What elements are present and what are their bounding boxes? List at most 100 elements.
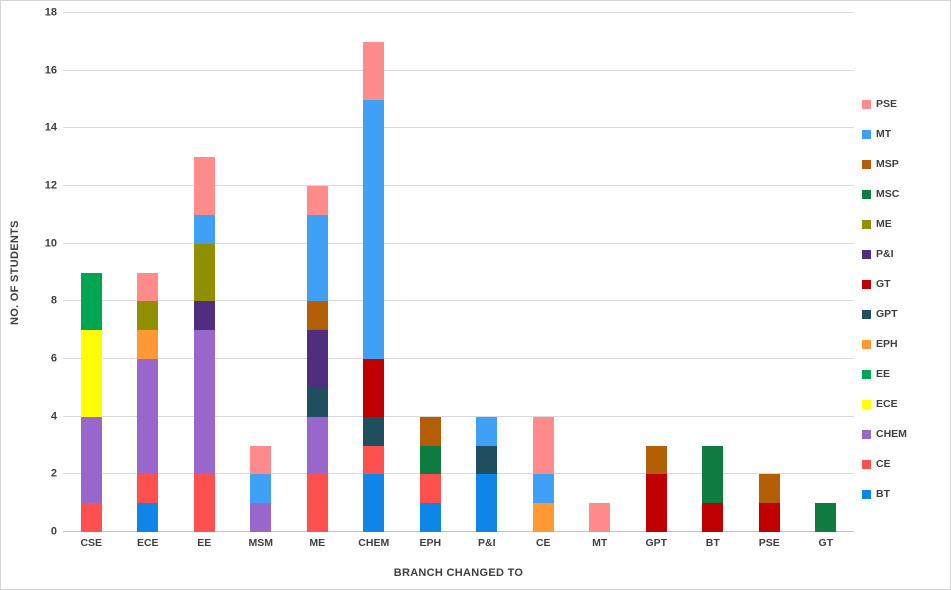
bar-segment-P&I-MT	[476, 416, 498, 446]
bar-segment-CE-PSE	[532, 416, 554, 475]
x-tick-label: CSE	[80, 537, 103, 549]
bar-segment-EE-ME	[193, 243, 215, 302]
x-tick-label: GT	[818, 537, 834, 549]
legend-item-ECE: ECE	[862, 395, 907, 413]
y-tick-label: 12	[44, 179, 57, 192]
legend-item-GPT: GPT	[862, 305, 907, 323]
legend-label: CE	[876, 457, 891, 470]
bar-CE	[515, 13, 572, 532]
bar-segment-ECE-BT	[137, 503, 159, 532]
bar-EPH	[402, 13, 459, 532]
x-axis-ticks: CSE ECE EE MSM ME CHEM EPH P&I CE MT GPT BT PSE GT	[63, 538, 854, 552]
bar-segment-EPH-CE	[419, 474, 441, 504]
x-tick-label: ME	[309, 537, 326, 549]
legend-label: P&I	[876, 247, 894, 260]
x-tick-label: EPH	[419, 537, 442, 549]
bar-MSM	[233, 13, 290, 532]
legend-label: MSP	[876, 157, 899, 170]
bar-segment-PSE-GT	[758, 503, 780, 532]
x-tick-label: BT	[705, 537, 720, 549]
bar-PSE	[741, 13, 798, 532]
bar-segment-EE-CE	[193, 474, 215, 532]
legend-label: MT	[876, 127, 892, 140]
y-tick-label: 4	[50, 410, 57, 423]
gridline	[63, 358, 854, 359]
gridline	[63, 12, 854, 13]
legend-swatch	[862, 279, 871, 289]
legend-label: GT	[876, 277, 891, 290]
legend-swatch	[862, 489, 871, 499]
gridline	[63, 69, 854, 71]
legend-label: EE	[876, 367, 891, 380]
bar-segment-CHEM-GPT	[363, 416, 385, 446]
bar-segment-ME-MT	[306, 214, 328, 302]
gridline	[63, 531, 854, 532]
legend-swatch	[862, 309, 871, 319]
bar-GPT	[628, 13, 685, 532]
legend-swatch	[862, 429, 871, 439]
x-tick-label: ECE	[136, 537, 159, 549]
legend-item-BT: BT	[862, 485, 907, 503]
legend-item-ME: ME	[862, 215, 907, 233]
gridline	[63, 127, 854, 129]
x-tick-label: MT	[592, 537, 608, 549]
legend-item-EE: EE	[862, 365, 907, 383]
legend-item-CE: CE	[862, 455, 907, 473]
legend-swatch	[862, 129, 871, 139]
bar-segment-CSE-ECE	[80, 330, 102, 417]
bar-segment-MSM-MT	[250, 474, 272, 504]
bar-segment-MT-PSE	[589, 503, 611, 532]
gridline	[63, 185, 854, 186]
gridline	[63, 415, 854, 417]
bar-segment-ECE-CE	[137, 474, 159, 504]
bar-segment-BT-GT	[702, 503, 724, 532]
bar-segment-CE-MT	[532, 474, 554, 504]
bar-segment-ECE-ME	[137, 301, 159, 331]
bar-segment-ME-PSE	[306, 186, 328, 215]
legend-swatch	[862, 249, 871, 259]
bar-segment-ECE-PSE	[137, 272, 159, 302]
bar-ECE	[120, 13, 177, 532]
y-tick-label: 8	[50, 294, 57, 307]
legend-swatch	[862, 219, 871, 229]
y-axis-ticks: 0 2 4 6 8 10 12 14 16 18	[29, 7, 57, 537]
bar-segment-CHEM-BT	[363, 474, 385, 532]
legend-item-GT: GT	[862, 275, 907, 293]
bar-segment-EE-PSE	[193, 157, 215, 215]
bar-segment-CSE-EE	[80, 272, 102, 331]
bar-segment-P&I-BT	[476, 474, 498, 532]
x-tick-label: PSE	[758, 537, 780, 549]
bar-CHEM	[346, 13, 403, 532]
y-tick-label: 2	[50, 467, 57, 480]
legend: PSE MT MSP MSC ME P&I GT GPT EPH EE ECE CHEM CE BT	[862, 95, 907, 503]
x-tick-label: CE	[535, 537, 551, 549]
bar-segment-GPT-MSP	[645, 445, 667, 475]
y-tick-label: 0	[50, 525, 57, 538]
bar-segment-ME-GPT	[306, 387, 328, 417]
y-tick-label: 10	[44, 237, 57, 250]
x-tick-label: GPT	[645, 537, 668, 549]
legend-label: GPT	[876, 307, 898, 320]
bar-segment-CHEM-GT	[363, 359, 385, 417]
legend-label: BT	[876, 487, 890, 500]
bar-segment-EE-MT	[193, 214, 215, 244]
bar-ME	[289, 13, 346, 532]
bar-segment-EPH-MSC	[419, 445, 441, 475]
bar-segment-ME-CE	[306, 474, 328, 532]
legend-item-MSP: MSP	[862, 155, 907, 173]
legend-swatch	[862, 159, 871, 169]
bar-EE	[176, 13, 233, 532]
bar-segment-CE-EPH	[532, 503, 554, 532]
bar-GT	[798, 13, 855, 532]
bar-P&I	[459, 13, 516, 532]
legend-swatch	[862, 339, 871, 349]
bar-segment-CSE-CHEM	[80, 416, 102, 504]
y-tick-label: 6	[50, 352, 57, 365]
legend-item-CHEM: CHEM	[862, 425, 907, 443]
x-tick-label: P&I	[477, 537, 496, 549]
bar-segment-ME-MSP	[306, 301, 328, 331]
bar-segment-MSM-PSE	[250, 445, 272, 475]
legend-swatch	[862, 189, 871, 199]
y-tick-label: 16	[44, 64, 57, 77]
